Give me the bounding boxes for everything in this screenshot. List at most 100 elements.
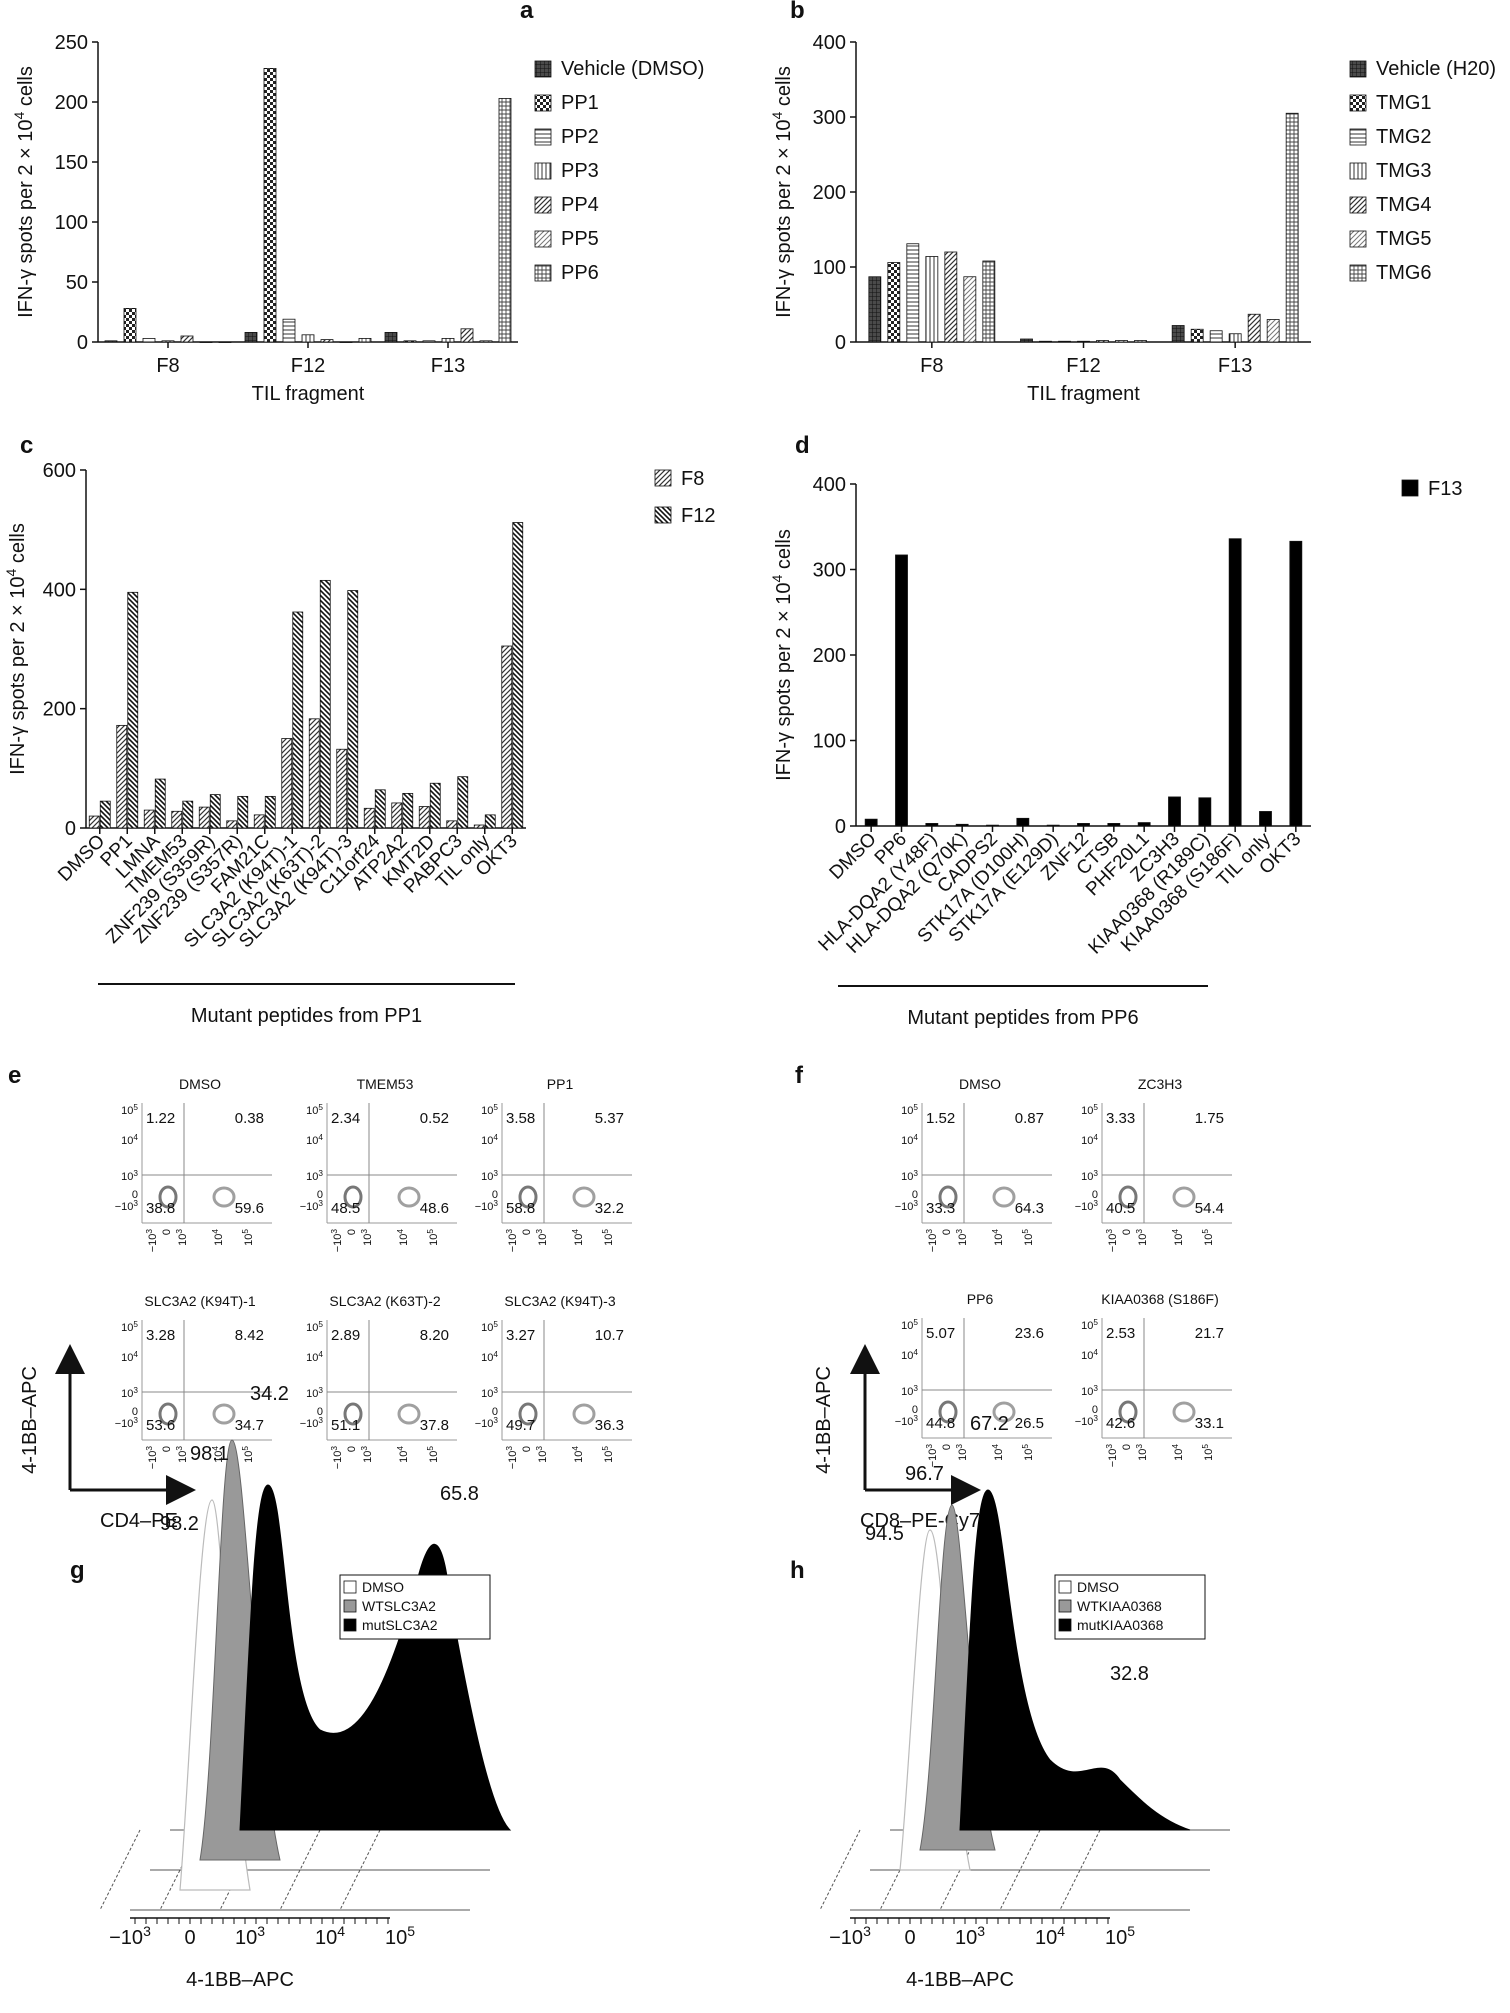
flow-y-tick-base: 10 bbox=[121, 1388, 133, 1400]
flow-y-tick-exp: 4 bbox=[318, 1350, 323, 1359]
flow-x-tick-base: 10 bbox=[398, 1234, 410, 1246]
y-tick-label: 100 bbox=[813, 257, 846, 279]
histogram-panel-h: h−103 0 103 104 1054-1BB–APC94.596.767.232.8… bbox=[790, 1413, 1230, 1991]
quadrant-ll: 44.8 bbox=[926, 1415, 955, 1432]
percentage-label: 94.5 bbox=[865, 1523, 904, 1545]
flow-x-tick-exp: 3 bbox=[505, 1446, 514, 1451]
legend-swatch bbox=[1349, 196, 1367, 214]
flow-x-tick-exp: 3 bbox=[145, 1446, 154, 1451]
bar-b-tmg5 bbox=[1266, 319, 1280, 343]
bar-a-vehicle-dmso- bbox=[244, 331, 258, 343]
flow-y-tick: −103 bbox=[475, 1416, 499, 1431]
bar-c-f12 bbox=[99, 800, 111, 829]
bar-c-f12 bbox=[484, 814, 496, 829]
legend-swatch bbox=[1349, 60, 1367, 78]
quadrant-ll: 48.5 bbox=[331, 1200, 360, 1217]
bar-b-tmg3 bbox=[1077, 340, 1090, 343]
x-axis-label: TIL fragment bbox=[1027, 383, 1140, 405]
flow-y-tick: 104 bbox=[1081, 1348, 1098, 1363]
flow-x-tick-base: 10 bbox=[428, 1451, 440, 1463]
quadrant-lr: 36.3 bbox=[595, 1417, 624, 1434]
flow-y-tick: 105 bbox=[306, 1320, 323, 1335]
population-blob bbox=[572, 1186, 596, 1208]
flow-x-tick-exp: 3 bbox=[175, 1229, 184, 1234]
flow-x-tick-base: 10 bbox=[428, 1234, 440, 1246]
flow-y-tick: 103 bbox=[1081, 1169, 1098, 1184]
flow-x-tick: −103 bbox=[1105, 1229, 1120, 1253]
bar-b-tmg1 bbox=[1039, 340, 1052, 343]
legend-swatch bbox=[1349, 230, 1367, 248]
flow-x-tick-base: −10 bbox=[927, 1234, 939, 1253]
y-tick-label: 100 bbox=[813, 731, 846, 753]
y-tick-label: 100 bbox=[55, 212, 88, 234]
quadrant-ul: 1.22 bbox=[146, 1110, 175, 1127]
flow-y-tick-exp: 5 bbox=[1093, 1318, 1098, 1327]
flow-y-tick-exp: 4 bbox=[913, 1348, 918, 1357]
flow-x-tick: −103 bbox=[1105, 1444, 1120, 1468]
legend-label: WTKIAA0368 bbox=[1077, 1598, 1162, 1614]
bar-a-pp5 bbox=[199, 341, 213, 343]
flow-x-tick-exp: 5 bbox=[1021, 1444, 1030, 1449]
hist-x-tick-exp: 3 bbox=[863, 1923, 871, 1939]
flow-x-tick-exp: 5 bbox=[601, 1446, 610, 1451]
x-tick-label: F12 bbox=[1066, 355, 1100, 377]
mut-histogram bbox=[239, 1484, 512, 1831]
legend-swatch bbox=[534, 94, 552, 112]
flow-y-tick-base: 10 bbox=[306, 1105, 318, 1117]
flow-x-tick-base: 0 bbox=[346, 1229, 358, 1235]
bar-b-tmg4 bbox=[1247, 313, 1261, 343]
bar-b-tmg2 bbox=[1058, 340, 1071, 343]
quadrant-lr: 64.3 bbox=[1015, 1200, 1044, 1217]
bar-c-f8 bbox=[501, 645, 513, 829]
flow-y-tick-base: −10 bbox=[895, 1416, 914, 1428]
panel-letter: h bbox=[790, 1557, 805, 1584]
flow-x-tick-exp: 3 bbox=[925, 1444, 934, 1449]
flow-x-tick: 103 bbox=[535, 1229, 550, 1246]
flow-y-tick-exp: 5 bbox=[1093, 1103, 1098, 1112]
y-tick-label: 0 bbox=[835, 332, 846, 354]
flow-y-tick-base: 10 bbox=[481, 1352, 493, 1364]
quadrant-lr: 54.4 bbox=[1195, 1200, 1224, 1217]
flow-y-tick-exp: 4 bbox=[493, 1350, 498, 1359]
legend-swatch bbox=[534, 264, 552, 282]
flow-x-tick: −103 bbox=[330, 1229, 345, 1253]
flow-x-tick-exp: 4 bbox=[396, 1229, 405, 1234]
legend-swatch bbox=[1058, 1618, 1072, 1632]
flow-x-tick-base: 10 bbox=[213, 1451, 225, 1463]
hist-x-tick-exp: 3 bbox=[257, 1923, 265, 1939]
flow-plot-title: PP1 bbox=[547, 1076, 574, 1092]
flow-y-tick-exp: 5 bbox=[318, 1103, 323, 1112]
quadrant-ur: 23.6 bbox=[1015, 1325, 1044, 1342]
bar-c-f8 bbox=[391, 802, 403, 829]
y-tick-label: 300 bbox=[813, 560, 846, 582]
legend-label: PP2 bbox=[561, 126, 599, 148]
flow-x-tick: 103 bbox=[360, 1446, 375, 1463]
flow-x-tick-exp: 3 bbox=[955, 1229, 964, 1234]
flow-y-tick-base: 10 bbox=[481, 1105, 493, 1117]
flow-x-tick: −103 bbox=[505, 1229, 520, 1253]
bar-a-pp3 bbox=[161, 340, 175, 343]
bar-b-vehicle-h20- bbox=[1171, 325, 1185, 343]
quadrant-lr: 26.5 bbox=[1015, 1415, 1044, 1432]
y-tick-label: 400 bbox=[813, 32, 846, 54]
quadrant-ul: 3.27 bbox=[506, 1327, 535, 1344]
y-tick-label: 50 bbox=[66, 272, 88, 294]
bar-c-f8 bbox=[336, 748, 348, 829]
hist-x-tick-base: −10 bbox=[829, 1927, 863, 1949]
flow-y-tick-base: 10 bbox=[121, 1135, 133, 1147]
flow-y-tick-exp: 3 bbox=[913, 1384, 918, 1393]
flow-y-tick-exp: 3 bbox=[318, 1169, 323, 1178]
flow-x-tick: 0 bbox=[1121, 1444, 1133, 1450]
flow-y-tick: 104 bbox=[901, 1348, 918, 1363]
hist-x-tick-exp: 3 bbox=[143, 1923, 151, 1939]
flow-y-tick-exp: 3 bbox=[1093, 1414, 1098, 1423]
legend-label: PP1 bbox=[561, 92, 599, 114]
flow-y-tick-base: 0 bbox=[912, 1189, 918, 1201]
quadrant-ll: 33.3 bbox=[926, 1200, 955, 1217]
flow-x-tick-base: 10 bbox=[177, 1451, 189, 1463]
panel-letter: b bbox=[790, 0, 805, 24]
legend-label: F12 bbox=[681, 505, 715, 527]
flow-y-tick-exp: 5 bbox=[493, 1103, 498, 1112]
flow-x-tick: 105 bbox=[1021, 1229, 1036, 1246]
y-axis-label-tail: cells bbox=[15, 66, 37, 112]
